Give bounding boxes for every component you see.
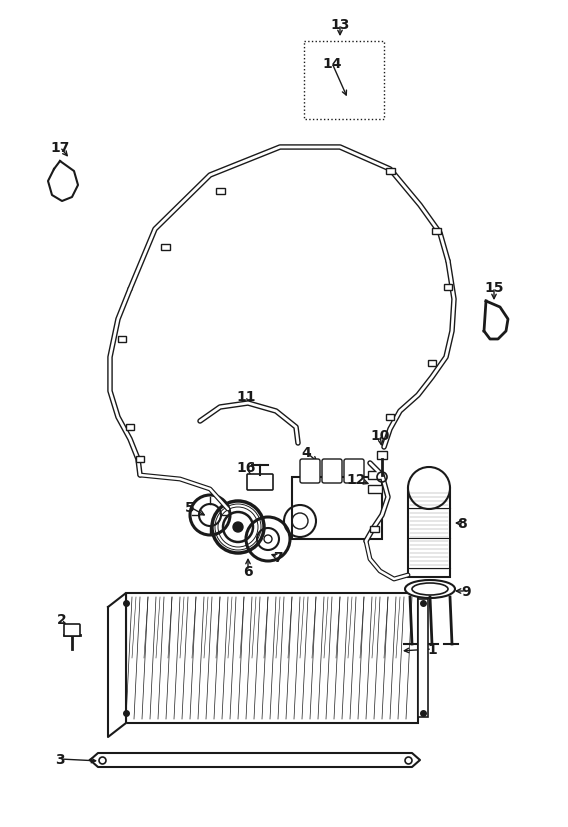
Circle shape	[233, 523, 243, 533]
Bar	[368, 485, 382, 494]
FancyBboxPatch shape	[64, 624, 80, 636]
Text: 12: 12	[346, 472, 366, 486]
Circle shape	[264, 535, 272, 543]
Bar	[136, 457, 144, 462]
Bar	[408, 489, 450, 577]
Text: 14: 14	[322, 57, 342, 71]
Bar	[418, 600, 428, 717]
Polygon shape	[90, 753, 420, 767]
Ellipse shape	[408, 467, 450, 509]
Bar	[377, 452, 387, 460]
FancyBboxPatch shape	[247, 475, 273, 490]
Bar	[444, 284, 452, 290]
Text: 2: 2	[57, 612, 67, 626]
Text: 11: 11	[236, 390, 256, 404]
Text: 16: 16	[236, 461, 256, 475]
Bar	[118, 337, 126, 342]
FancyBboxPatch shape	[300, 460, 320, 484]
Text: 13: 13	[331, 18, 350, 32]
Bar	[126, 424, 134, 431]
Text: 7: 7	[273, 550, 283, 564]
Bar	[215, 189, 224, 195]
Text: 6: 6	[243, 564, 253, 578]
Text: 8: 8	[457, 516, 467, 530]
Text: 15: 15	[485, 280, 504, 294]
Bar	[161, 245, 169, 251]
Bar	[292, 477, 382, 539]
Text: 1: 1	[427, 643, 437, 656]
Text: 9: 9	[461, 585, 471, 598]
Text: 10: 10	[370, 428, 390, 442]
Text: 17: 17	[51, 141, 70, 155]
Ellipse shape	[405, 581, 455, 598]
Ellipse shape	[412, 583, 448, 595]
Bar	[428, 361, 436, 366]
Text: 3: 3	[55, 752, 65, 766]
Bar	[370, 526, 378, 533]
Bar	[126, 593, 418, 723]
Bar	[386, 414, 394, 420]
Bar	[386, 169, 395, 174]
Text: 4: 4	[301, 446, 311, 460]
Polygon shape	[108, 593, 126, 737]
Polygon shape	[484, 302, 508, 340]
FancyBboxPatch shape	[344, 460, 364, 484]
Bar	[304, 42, 384, 120]
Bar	[432, 229, 441, 235]
Polygon shape	[48, 162, 78, 202]
FancyBboxPatch shape	[322, 460, 342, 484]
Text: 5: 5	[185, 500, 195, 514]
Bar	[368, 471, 382, 480]
